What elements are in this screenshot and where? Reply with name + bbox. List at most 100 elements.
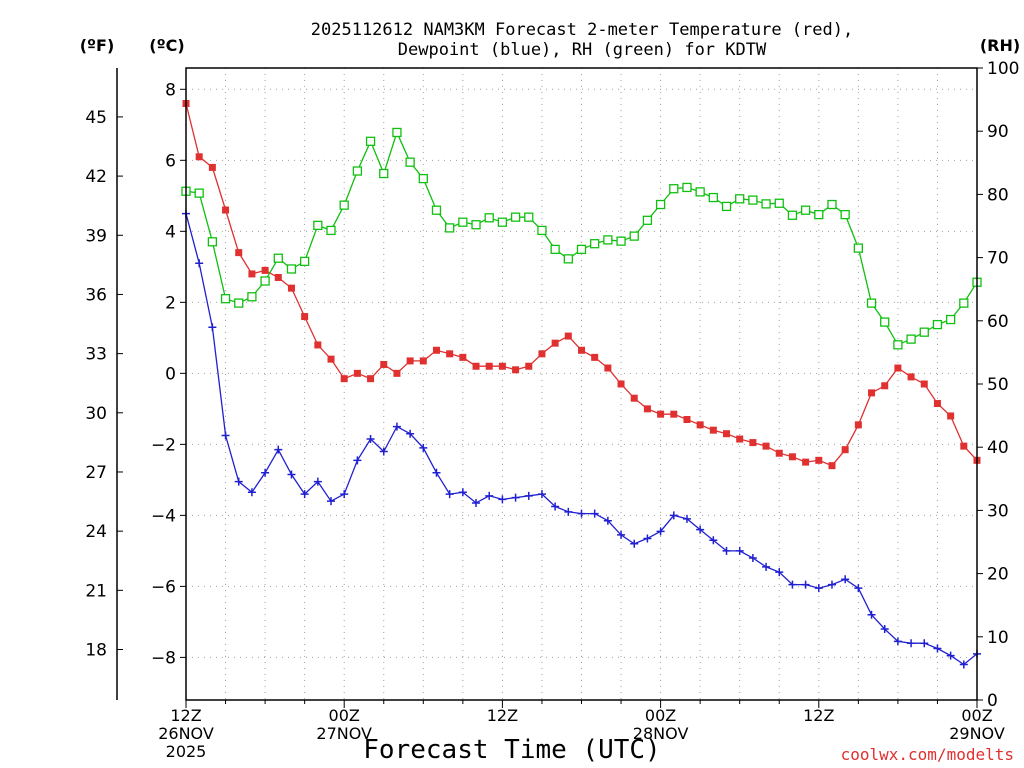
temperature-point	[459, 353, 467, 361]
x-tick-label: 27NOV	[316, 724, 372, 743]
dewpoint-point	[959, 660, 968, 669]
dewpoint-point	[907, 639, 916, 648]
dewpoint-point	[234, 477, 243, 486]
dewpoint-point	[630, 539, 639, 548]
dewpoint-point	[327, 497, 336, 506]
dewpoint-point	[564, 507, 573, 516]
dewpoint-point	[827, 580, 836, 589]
celsius-tick-label: −6	[151, 577, 176, 597]
dewpoint-point	[748, 553, 757, 562]
temperature-point	[327, 355, 335, 363]
temperature-point	[195, 153, 203, 161]
credit-link[interactable]: coolwx.com/modelts	[841, 745, 1014, 764]
temperature-point	[868, 389, 876, 397]
temperature-point	[815, 456, 823, 464]
temperature-point	[393, 369, 401, 377]
dewpoint-point	[524, 491, 533, 500]
rh-point	[326, 225, 336, 236]
celsius-tick-label: −8	[151, 648, 176, 668]
temperature-point	[353, 369, 361, 377]
rh-point	[352, 166, 363, 176]
celsius-tick-label: 4	[165, 222, 176, 242]
rh-point	[761, 199, 771, 209]
rh-point	[471, 220, 481, 230]
temperature-point	[446, 350, 454, 358]
temperature-point	[498, 362, 506, 370]
temperature-point	[894, 364, 902, 372]
rh-point	[603, 235, 613, 245]
rh-point	[234, 298, 244, 308]
rh-point	[484, 213, 494, 223]
dewpoint-point	[287, 470, 296, 479]
celsius-tick-label: 8	[165, 80, 176, 100]
rh-tick-label: 40	[987, 438, 1009, 458]
dewpoint-point	[379, 447, 388, 456]
dewpoint-point	[762, 562, 771, 571]
rh-point	[735, 194, 745, 204]
fahrenheit-tick-label: 33	[85, 345, 107, 365]
rh-point	[866, 298, 877, 308]
dewpoint-point	[933, 644, 942, 653]
rh-point	[497, 217, 508, 227]
temperature-point	[960, 442, 968, 450]
temperature-point	[222, 206, 230, 214]
rh-point	[537, 225, 547, 236]
rh-point	[959, 298, 969, 308]
fahrenheit-tick-label: 18	[85, 641, 107, 661]
dewpoint-point	[458, 488, 467, 497]
temperature-point	[723, 430, 731, 438]
rh-point	[418, 173, 428, 184]
dewpoint-point	[247, 488, 256, 497]
series-dewpoint	[182, 209, 981, 669]
temperature-point	[907, 373, 915, 381]
rh-point	[906, 334, 916, 344]
temperature-point	[248, 270, 256, 278]
fahrenheit-tick-label: 21	[85, 581, 107, 601]
temperature-point	[881, 382, 889, 390]
dewpoint-point	[893, 637, 902, 646]
rh-point	[695, 187, 705, 197]
fahrenheit-tick-label: 45	[85, 108, 107, 128]
rh-tick-label: 20	[987, 565, 1009, 585]
dewpoint-point	[841, 575, 850, 584]
temperature-point	[512, 366, 520, 374]
x-tick-label: 28NOV	[633, 724, 689, 743]
rh-point	[708, 192, 718, 203]
temperature-point	[630, 394, 638, 402]
chart-title-line1: 2025112612 NAM3KM Forecast 2-meter Tempe…	[311, 20, 853, 40]
fahrenheit-tick-label: 36	[85, 285, 107, 305]
temperature-point	[854, 421, 862, 429]
x-axis-label: Forecast Time (UTC)	[363, 735, 660, 765]
dewpoint-point	[656, 527, 665, 536]
fahrenheit-unit-label: (ºF)	[80, 36, 115, 55]
rh-point	[576, 244, 587, 255]
rh-point	[642, 215, 653, 225]
rh-point	[247, 292, 257, 302]
rh-point	[273, 253, 283, 263]
dewpoint-point	[392, 422, 401, 431]
temperature-point	[788, 453, 796, 461]
dewpoint-point	[406, 429, 415, 438]
rh-tick-label: 50	[987, 375, 1009, 395]
fahrenheit-tick-label: 39	[85, 226, 107, 246]
rh-unit-label: (RH)	[980, 36, 1020, 55]
temperature-point	[933, 400, 941, 408]
dewpoint-point	[577, 509, 586, 518]
dewpoint-point	[432, 468, 441, 477]
temperature-point	[617, 380, 625, 388]
dewpoint-point	[472, 498, 481, 507]
temperature-point	[235, 249, 243, 257]
rh-point	[286, 264, 297, 274]
temperature-point	[762, 442, 770, 450]
rh-point	[392, 127, 402, 138]
rh-point	[800, 205, 811, 215]
fahrenheit-tick-label: 24	[85, 522, 107, 542]
rh-point	[853, 243, 863, 253]
dewpoint-point	[445, 490, 454, 499]
temperature-point	[380, 360, 388, 368]
rh-tick-label: 80	[987, 185, 1009, 205]
temperature-point	[261, 266, 269, 274]
temperature-point	[578, 346, 585, 354]
dewpoint-point	[696, 525, 705, 534]
